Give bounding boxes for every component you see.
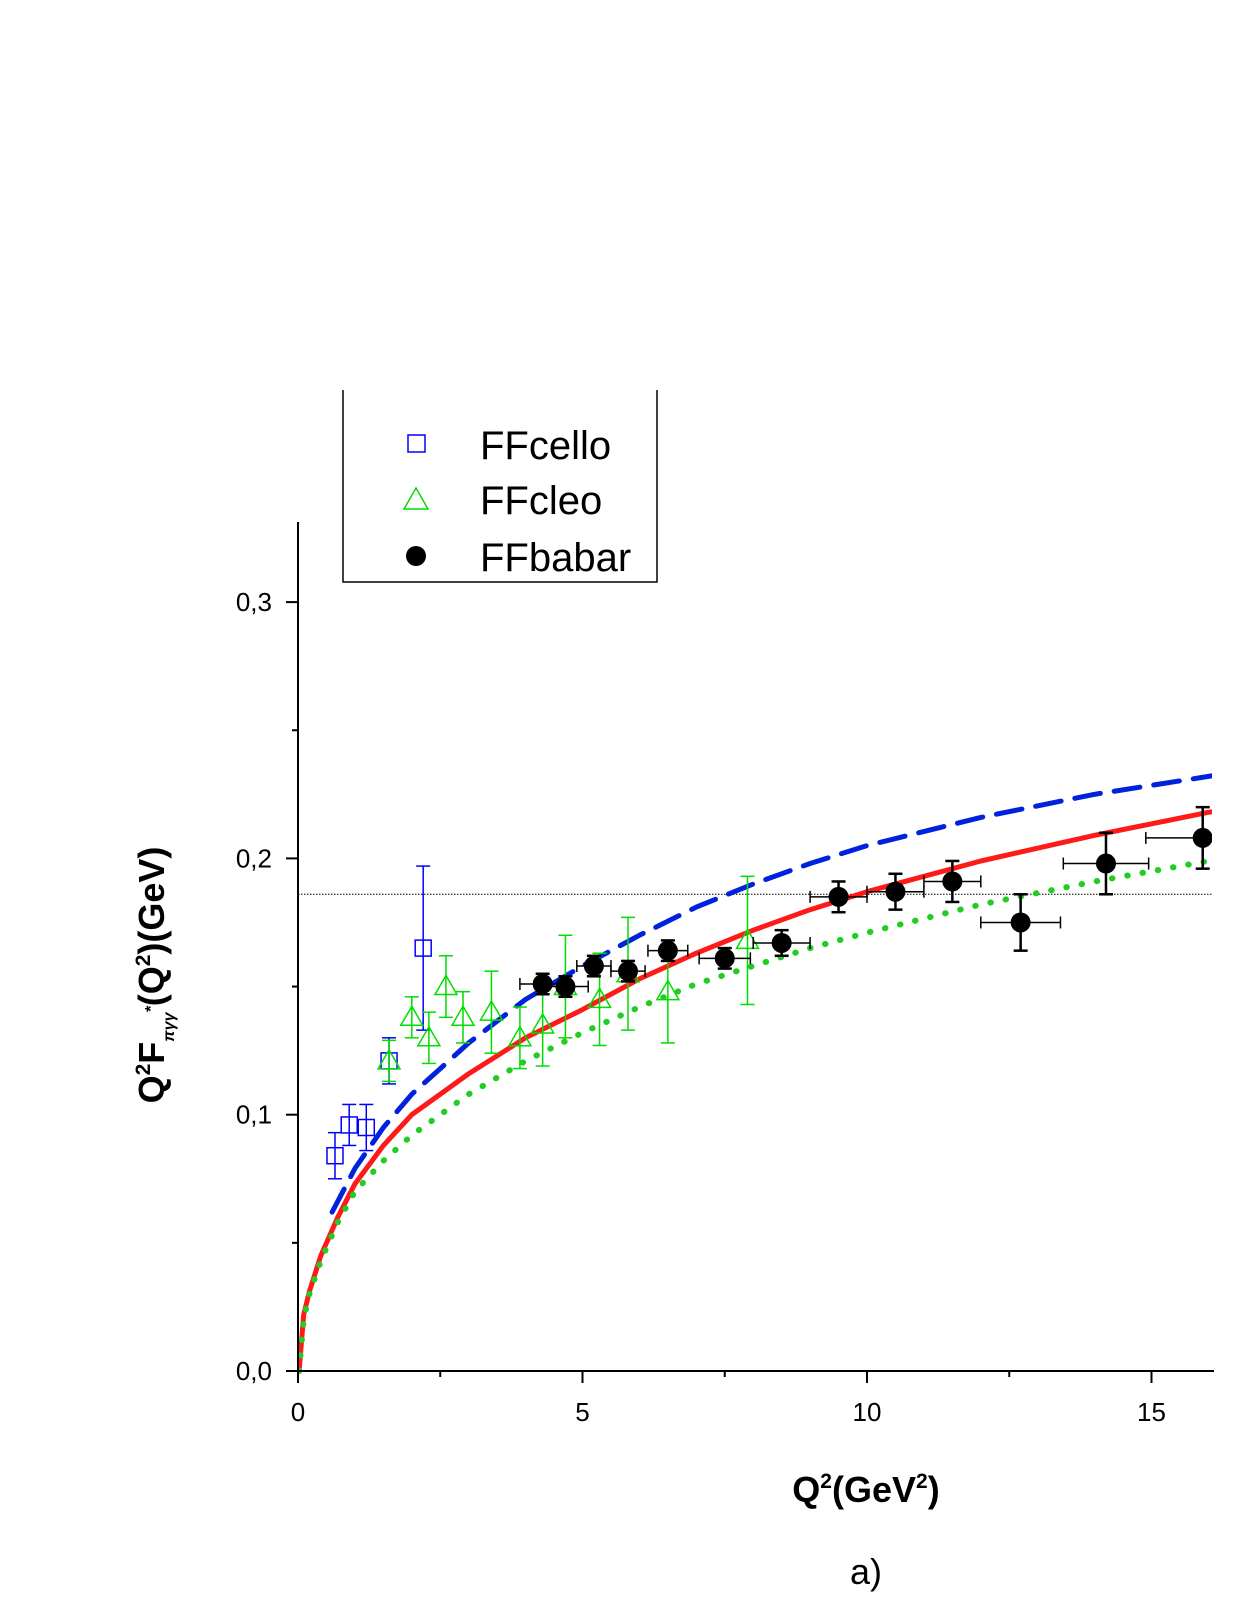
marker-circle (942, 871, 963, 892)
marker-circle (1192, 827, 1212, 848)
point-ffbabar-10 (980, 893, 1062, 952)
point-ffcleo-6 (507, 1006, 533, 1070)
curve-solid (298, 809, 1212, 1374)
x-axis-title-end: ) (928, 1469, 940, 1510)
marker-circle (618, 961, 639, 982)
point-ffbabar-5 (698, 946, 752, 970)
x-axis-title-q: Q (792, 1469, 820, 1510)
marker-circle (657, 940, 678, 961)
marker-circle (1010, 912, 1031, 933)
legend: FFcello FFcleo FFbabar (342, 390, 658, 583)
point-ffbabar-1 (541, 975, 589, 999)
point-ffbabar-2 (576, 954, 612, 978)
marker-triangle (507, 1025, 533, 1047)
y-axis-title-f: F (131, 1042, 172, 1064)
marker-circle (714, 948, 735, 969)
point-ffbabar-3 (610, 959, 646, 983)
point-ffcello-1 (340, 1103, 358, 1147)
marker-layer (326, 805, 1212, 1180)
point-ffcleo-2 (416, 1011, 442, 1065)
point-ffcleo-4 (450, 990, 476, 1044)
y-axis-title-sup1: 2 (132, 1064, 155, 1076)
marker-circle (583, 956, 604, 977)
point-ffcello-0 (326, 1131, 344, 1180)
y-axis-title-sub: πγγ (161, 1011, 178, 1041)
point-ffcello-4 (414, 865, 432, 1031)
point-ffcleo-1 (399, 996, 425, 1039)
marker-circle (828, 886, 849, 907)
legend-cleo-label: FFcleo (480, 479, 602, 523)
marker-triangle (399, 1004, 425, 1027)
y-axis-title-q: Q (131, 1075, 172, 1103)
legend-frame (342, 390, 658, 583)
point-ffbabar-7 (809, 880, 868, 914)
marker-circle (555, 976, 576, 997)
marker-square (326, 1146, 344, 1165)
y-axis-title: Q2Fπγγ*(Q2)(GeV) (131, 847, 178, 1104)
y-axis-title-end: )(GeV) (131, 847, 172, 955)
axis-layer: 0510152025300,00,10,20,3 (236, 522, 1214, 1427)
marker-circle (885, 881, 906, 902)
x-axis-title: Q2(GeV2) (792, 1469, 939, 1510)
y-tick-label-1: 0,1 (236, 1100, 272, 1130)
marker-triangle (376, 1048, 402, 1070)
y-axis-title-star: * (143, 1006, 160, 1013)
figure-caption: a) (850, 1551, 882, 1592)
marker-triangle (587, 986, 612, 1009)
point-ffbabar-9 (923, 859, 982, 904)
marker-triangle (655, 979, 681, 1001)
y-tick-label-2: 0,2 (236, 843, 272, 873)
x-axis-title-sup2: 2 (916, 1470, 928, 1493)
point-ffbabar-12 (1145, 805, 1212, 870)
legend-cello-marker (407, 434, 426, 453)
x-axis-title-sup1: 2 (820, 1470, 832, 1493)
marker-triangle (450, 1004, 476, 1027)
x-axis-title-mid: (GeV (832, 1469, 916, 1510)
marker-square (414, 939, 432, 957)
legend-babar-marker (406, 546, 426, 566)
legend-item-cleo: FFcleo (402, 479, 602, 523)
legend-cello-label: FFcello (480, 424, 611, 468)
point-ffcleo-0 (376, 1039, 402, 1083)
marker-triangle (479, 999, 504, 1021)
x-tick-label-1: 5 (575, 1397, 589, 1427)
x-tick-label-0: 0 (291, 1397, 305, 1427)
curve-dashed (329, 773, 1212, 1215)
legend-item-cello: FFcello (407, 424, 611, 468)
y-axis-title-sup2: 2 (132, 955, 155, 967)
marker-circle (771, 932, 792, 953)
marker-triangle (530, 1012, 555, 1034)
x-tick-label-2: 10 (853, 1397, 882, 1427)
marker-triangle (416, 1025, 442, 1047)
y-tick-label-0: 0,0 (236, 1356, 272, 1386)
legend-item-babar: FFbabar (406, 536, 631, 580)
marker-triangle (433, 974, 459, 996)
point-ffbabar-8 (866, 872, 925, 911)
point-ffcello-2 (357, 1103, 376, 1152)
marker-square (357, 1118, 376, 1137)
y-tick-label-3: 0,3 (236, 587, 272, 617)
curve-dotted (298, 857, 1212, 1374)
marker-circle (1095, 853, 1116, 874)
point-ffbabar-11 (1062, 831, 1150, 896)
y-axis-title-mid: (Q (131, 966, 172, 1006)
legend-cleo-marker (402, 486, 430, 510)
point-ffcleo-5 (479, 970, 504, 1054)
curve-layer (298, 773, 1212, 1374)
x-tick-label-3: 15 (1137, 1397, 1166, 1427)
marker-square (340, 1116, 358, 1134)
point-ffcleo-12 (735, 875, 760, 1006)
point-ffcleo-3 (433, 955, 459, 1019)
legend-babar-label: FFbabar (480, 536, 631, 580)
point-ffbabar-6 (752, 928, 811, 958)
point-ffbabar-4 (647, 939, 689, 963)
